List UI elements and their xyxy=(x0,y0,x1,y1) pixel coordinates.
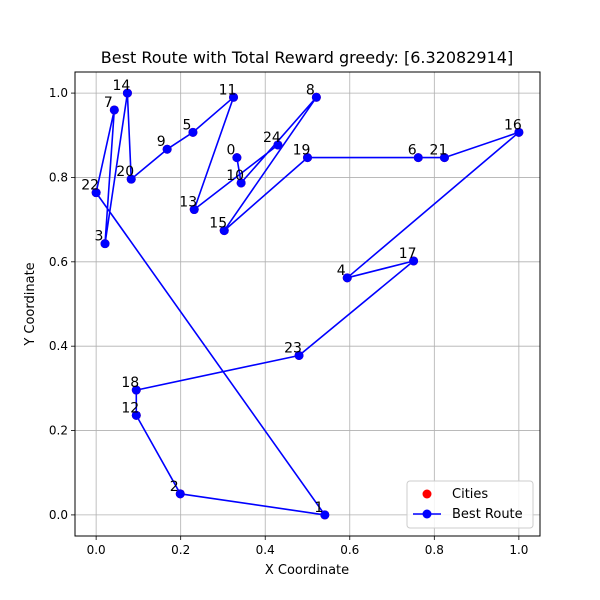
city-label: 20 xyxy=(116,164,134,180)
city-label: 19 xyxy=(293,143,311,159)
city-label: 5 xyxy=(182,117,191,133)
route-point xyxy=(162,144,172,154)
city-points xyxy=(91,88,524,520)
route-point xyxy=(303,153,312,163)
route-point xyxy=(229,92,239,102)
y-tick-label: 0.4 xyxy=(49,339,68,353)
legend-box xyxy=(406,480,534,529)
city-label: 12 xyxy=(121,400,139,416)
city-label: 3 xyxy=(95,229,104,245)
route-point xyxy=(232,153,242,163)
city-label: 17 xyxy=(399,246,417,262)
city-label: 16 xyxy=(504,117,522,133)
route-point xyxy=(188,127,198,137)
city-label: 8 xyxy=(306,82,315,98)
x-tick-label: 0.8 xyxy=(425,543,444,557)
x-tick-label: 0.0 xyxy=(87,543,106,557)
city-label: 0 xyxy=(226,143,235,159)
chart-title: Best Route with Total Reward greedy: [6.… xyxy=(101,48,513,67)
route-point xyxy=(131,385,141,395)
city-label: 6 xyxy=(408,143,417,159)
x-tick-label: 0.2 xyxy=(171,543,190,557)
city-label: 11 xyxy=(219,82,237,98)
route-point xyxy=(273,140,283,150)
x-tick-label: 0.4 xyxy=(256,543,275,557)
city-label: 10 xyxy=(226,168,244,184)
route-point xyxy=(131,410,141,420)
y-tick-label: 0.6 xyxy=(49,255,68,269)
city-label: 23 xyxy=(284,340,302,356)
route-point xyxy=(236,178,246,188)
city-label: 2 xyxy=(170,479,179,495)
city-label: 15 xyxy=(209,216,227,232)
city-label: 4 xyxy=(337,263,346,279)
x-axis-label: X Coordinate xyxy=(265,563,349,578)
y-tick-label: 0.2 xyxy=(49,424,68,438)
route-point xyxy=(219,226,229,236)
route-point xyxy=(189,205,199,215)
legend: Cities Best Route xyxy=(406,480,534,529)
route-point xyxy=(100,239,110,249)
y-tick-label: 1.0 xyxy=(49,86,68,100)
route-point xyxy=(439,153,449,163)
route-point xyxy=(109,105,119,115)
city-label: 13 xyxy=(179,195,197,211)
city-label: 22 xyxy=(81,178,99,194)
city-label: 18 xyxy=(121,375,139,391)
city-label: 9 xyxy=(157,134,166,150)
grid xyxy=(75,72,540,536)
y-axis-label: Y Coordinate xyxy=(23,262,38,346)
axis-ticks: 0.0 0.2 0.4 0.6 0.8 1.0 0.0 0.2 0.4 0.6 0.8 1.0 xyxy=(49,86,529,557)
x-tick-label: 1.0 xyxy=(509,543,528,557)
y-tick-label: 0.0 xyxy=(49,508,68,522)
y-tick-label: 0.8 xyxy=(49,170,68,184)
legend-route-label: Best Route xyxy=(452,507,523,522)
city-label: 14 xyxy=(113,78,131,94)
route-point xyxy=(91,188,101,198)
city-label: 1 xyxy=(314,500,323,516)
city-label: 7 xyxy=(104,95,113,111)
route-point xyxy=(122,88,132,98)
city-label: 21 xyxy=(430,143,448,159)
route-point xyxy=(413,153,423,163)
route-point xyxy=(409,256,419,266)
route-point xyxy=(311,92,321,102)
route-point xyxy=(342,273,352,283)
route-point xyxy=(175,489,185,499)
x-tick-label: 0.6 xyxy=(340,543,359,557)
route-point xyxy=(320,510,330,520)
legend-cities-label: Cities xyxy=(452,487,488,502)
route-point xyxy=(126,174,136,184)
plot-frame xyxy=(74,71,541,537)
legend-route-marker xyxy=(422,509,432,519)
city-label: 24 xyxy=(263,130,281,146)
legend-cities-marker xyxy=(422,489,432,499)
route-point xyxy=(294,350,304,360)
route-point xyxy=(514,127,524,137)
